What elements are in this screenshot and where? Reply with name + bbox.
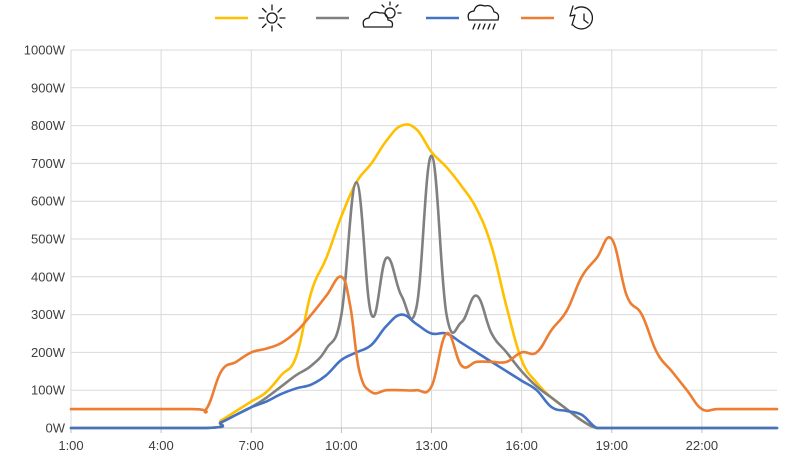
x-axis-ticks: 1:00 4:00 7:00 10:00 13:00 16:00 19:00 22:00 (58, 438, 718, 453)
y-tick-label: 800W (31, 118, 66, 133)
y-tick-label: 0W (46, 421, 66, 436)
x-tick-label: 16:00 (505, 438, 538, 453)
legend-entry-storm-clock (521, 5, 594, 30)
legend-entry-partly-cloudy (316, 1, 402, 28)
y-tick-label: 600W (31, 194, 66, 209)
x-tick-label: 10:00 (325, 438, 358, 453)
rain-cloud-icon (467, 4, 500, 30)
series-line-storm-clock (69, 236, 779, 414)
x-tick-label: 1:00 (58, 438, 83, 453)
y-tick-label: 500W (31, 232, 66, 247)
legend-entry-rain (426, 4, 500, 30)
x-tick-label: 13:00 (415, 438, 448, 453)
y-axis-ticks: 0W 100W 200W 300W 400W 500W 600W 700W 800W 900W 10… (24, 43, 66, 436)
series-lines (69, 123, 779, 430)
y-tick-label: 900W (31, 80, 66, 95)
legend (215, 1, 594, 32)
y-tick-label: 100W (31, 383, 66, 398)
sun-icon (258, 4, 286, 32)
x-tick-label: 22:00 (686, 438, 719, 453)
y-tick-label: 400W (31, 269, 66, 284)
series-line-sun (69, 123, 779, 430)
y-tick-label: 1000W (24, 43, 66, 58)
legend-entry-sun (215, 4, 286, 32)
series-line-partly-cloudy (69, 154, 779, 430)
partly-cloudy-icon (362, 1, 402, 28)
storm-clock-icon (569, 5, 594, 30)
x-tick-label: 4:00 (148, 438, 173, 453)
y-tick-label: 300W (31, 307, 66, 322)
x-tick-label: 19:00 (595, 438, 628, 453)
series-line-rain-cloud (69, 313, 779, 430)
y-tick-label: 200W (31, 345, 66, 360)
y-tick-label: 700W (31, 156, 66, 171)
x-tick-label: 7:00 (239, 438, 264, 453)
